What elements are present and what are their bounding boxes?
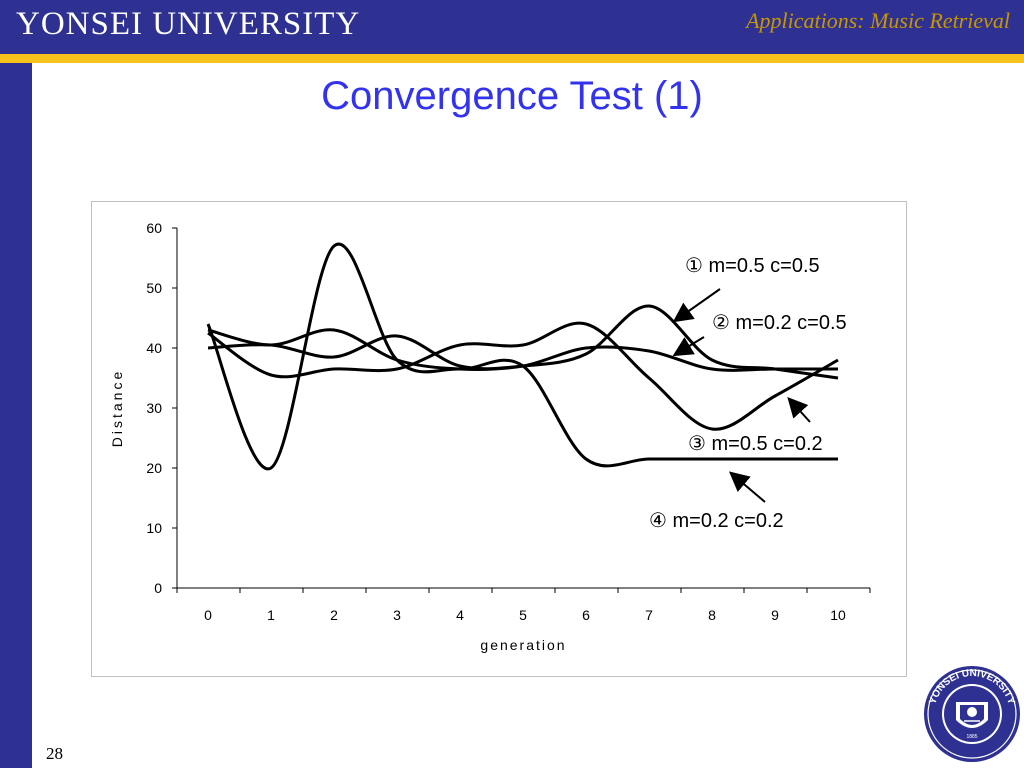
x-tick-label: 10 bbox=[830, 607, 846, 623]
header-gold-rule bbox=[0, 54, 1024, 63]
header-bar bbox=[0, 0, 1024, 54]
university-seal-logo: YONSEI UNIVERSITY 1885 bbox=[924, 666, 1020, 762]
x-tick-label: 4 bbox=[456, 607, 464, 623]
series-line-4 bbox=[206, 242, 838, 471]
x-tick-label: 6 bbox=[582, 607, 590, 623]
x-tick-label: 5 bbox=[519, 607, 527, 623]
seal-year: 1885 bbox=[966, 734, 977, 740]
y-tick-label: 60 bbox=[146, 220, 162, 236]
university-wordmark: YONSEI UNIVERSITY bbox=[16, 6, 361, 42]
line-chart: 0 10 20 30 40 50 60 0 1 2 3 4 5 6 7 8 9 10 generation Dista… bbox=[109, 220, 871, 653]
page-number: 28 bbox=[46, 744, 63, 763]
legend-arrow-4 bbox=[728, 471, 766, 503]
x-tick-label: 0 bbox=[204, 607, 212, 623]
chart-frame: 0 10 20 30 40 50 60 0 1 2 3 4 5 6 7 8 9 10 generation Dista… bbox=[91, 201, 907, 677]
y-tick-label: 10 bbox=[146, 520, 162, 536]
slide-title: Convergence Test (1) bbox=[321, 74, 703, 118]
section-title: Applications: Music Retrieval bbox=[746, 8, 1010, 33]
series-line-3 bbox=[207, 321, 839, 431]
y-tick-label: 40 bbox=[146, 340, 162, 356]
x-tick-label: 3 bbox=[393, 607, 401, 623]
y-tick-label: 20 bbox=[146, 460, 162, 476]
legend-label-2: ② m=0.2 c=0.5 bbox=[712, 312, 847, 334]
x-axis-title: generation bbox=[480, 637, 566, 653]
legend-arrow-1 bbox=[672, 288, 721, 323]
y-tick-label: 50 bbox=[146, 280, 162, 296]
y-tick-label: 0 bbox=[154, 580, 162, 596]
legend-label-3: ③ m=0.5 c=0.2 bbox=[688, 433, 823, 455]
x-tick-label: 9 bbox=[771, 607, 779, 623]
x-tick-label: 8 bbox=[708, 607, 716, 623]
y-tick-label: 30 bbox=[146, 400, 162, 416]
left-side-bar bbox=[0, 63, 32, 768]
y-axis-title: Distance bbox=[109, 369, 125, 447]
legend-arrow-2 bbox=[672, 336, 705, 357]
x-tick-label: 7 bbox=[645, 607, 653, 623]
x-tick-label: 1 bbox=[267, 607, 275, 623]
legend-arrow-3 bbox=[787, 397, 811, 423]
legend-label-1: ① m=0.5 c=0.5 bbox=[685, 255, 820, 277]
x-tick-label: 2 bbox=[330, 607, 338, 623]
legend-label-4: ④ m=0.2 c=0.2 bbox=[649, 510, 784, 532]
